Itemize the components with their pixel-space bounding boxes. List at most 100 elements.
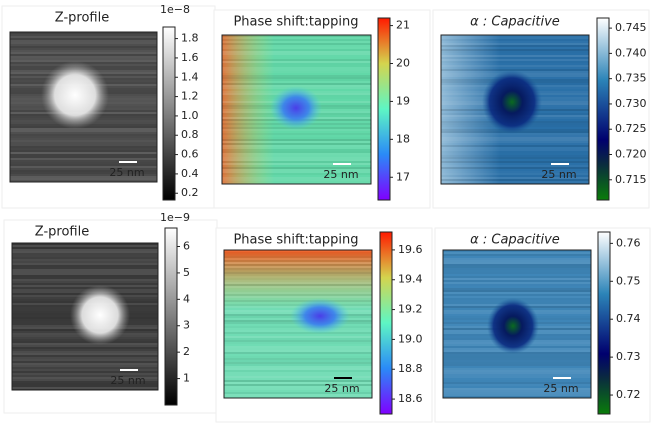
image-streak — [12, 257, 158, 259]
image-streak — [222, 161, 371, 163]
image-streak — [224, 382, 372, 384]
image-streak — [443, 368, 591, 370]
image-streak — [10, 38, 157, 40]
colorbar-tick-label: 18.6 — [398, 392, 423, 405]
image-streak — [224, 362, 372, 364]
image-streak — [12, 341, 158, 343]
image-streak — [12, 369, 158, 371]
image-streak — [10, 164, 157, 166]
image-streak — [443, 262, 591, 264]
image-streak — [12, 281, 158, 283]
image-streak — [222, 137, 371, 139]
colorbar-tick-label: 0.4 — [181, 167, 199, 180]
image-streak — [443, 394, 591, 396]
image-streak — [222, 171, 371, 173]
image-streak — [222, 75, 371, 77]
image-streak — [12, 267, 158, 269]
image-streak — [441, 147, 589, 149]
image-streak — [10, 176, 157, 178]
image-streak — [12, 283, 158, 285]
image-streak — [441, 69, 589, 71]
image-streak — [12, 383, 158, 385]
image-streak — [12, 251, 158, 253]
image-streak — [224, 292, 372, 294]
panel-title: Z-profile — [55, 11, 109, 26]
image-streak — [224, 358, 372, 360]
image-streak — [224, 336, 372, 338]
image-streak — [12, 371, 158, 373]
image-streak — [224, 270, 372, 272]
image-streak — [10, 132, 157, 134]
colorbar-tick-label: 0.720 — [615, 148, 647, 161]
image-streak — [222, 63, 371, 65]
image-streak — [10, 32, 157, 34]
image-streak — [224, 374, 372, 376]
scale-bar-label: 25 nm — [543, 382, 578, 395]
image-streak — [224, 264, 372, 266]
image-streak — [443, 396, 591, 398]
image-streak — [224, 378, 372, 380]
image-streak — [12, 259, 158, 261]
colorbar-tick-label: 0.2 — [181, 186, 199, 199]
image-streak — [443, 374, 591, 376]
panel-title: α : Capacitive — [470, 15, 560, 30]
image-streak — [12, 359, 158, 361]
image-streak — [222, 169, 371, 171]
image-streak — [12, 243, 158, 245]
colorbar-tick-label: 3 — [183, 319, 190, 332]
image-streak — [443, 360, 591, 362]
image-streak — [10, 178, 157, 180]
image-streak — [10, 128, 157, 130]
image-streak — [10, 46, 157, 48]
image-streak — [224, 330, 372, 332]
image-streak — [441, 67, 589, 69]
image-streak — [222, 77, 371, 79]
image-streak — [12, 287, 158, 289]
image-streak — [12, 279, 158, 281]
image-streak — [222, 149, 371, 151]
image-streak — [443, 362, 591, 364]
image-streak — [222, 57, 371, 59]
image-streak — [443, 272, 591, 274]
panel: Phase shift:tapping 25 nm 17 18 19 20 21 — [213, 9, 431, 209]
image-streak — [443, 268, 591, 270]
colorbar-tick-label: 0.745 — [615, 21, 647, 34]
image-streak — [10, 172, 157, 174]
image-streak — [224, 280, 372, 282]
image-streak — [224, 254, 372, 256]
colorbar-tick-label: 5 — [183, 266, 190, 279]
image-streak — [443, 280, 591, 282]
image-streak — [443, 364, 591, 366]
image-streak — [222, 181, 371, 183]
colorbar-tick-label: 0.73 — [616, 350, 641, 363]
image-streak — [10, 146, 157, 148]
image-streak — [12, 351, 158, 353]
colorbar-tick-label: 0.715 — [615, 173, 647, 186]
image-streak — [441, 159, 589, 161]
colorbar-tick-label: 19.6 — [398, 243, 423, 256]
image-streak — [12, 385, 158, 387]
image-streak — [12, 247, 158, 249]
image-streak — [443, 390, 591, 392]
image-streak — [224, 274, 372, 276]
colorbar-tick-label: 1.2 — [181, 90, 199, 103]
colorbar-tick-label: 2 — [183, 345, 190, 358]
image-streak — [224, 396, 372, 398]
image-streak — [224, 392, 372, 394]
image-streak — [222, 163, 371, 165]
panel-title: Phase shift:tapping — [233, 15, 358, 30]
colorbar-tick-label: 4 — [183, 292, 190, 305]
image-streak — [222, 145, 371, 147]
image-streak — [224, 256, 372, 258]
image-streak — [441, 155, 589, 157]
image-streak — [224, 370, 372, 372]
image-streak — [443, 264, 591, 266]
image-streak — [441, 65, 589, 67]
panel-title: Z-profile — [35, 225, 89, 240]
image-feature — [487, 298, 539, 354]
image-streak — [441, 63, 589, 65]
panel: Z-profile 1e−8 25 nm 0.2 0.4 0.6 0.8 1.0 1.2 1.4 1… — [1, 3, 216, 209]
image-streak — [443, 252, 591, 254]
image-streak — [10, 162, 157, 164]
image-streak — [222, 39, 371, 41]
